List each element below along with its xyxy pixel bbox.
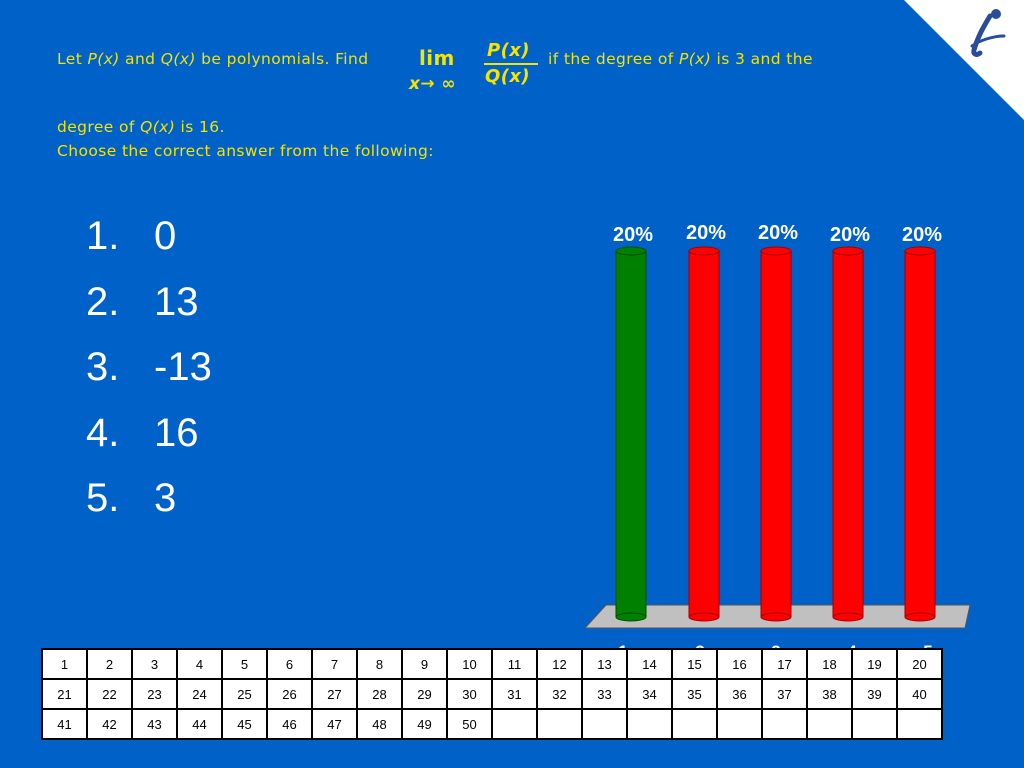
grid-cell: 1	[41, 648, 88, 680]
grid-cell: 29	[401, 678, 448, 710]
bar-value-label: 20%	[613, 224, 653, 246]
grid-cell: 33	[581, 678, 628, 710]
grid-cell: 44	[176, 708, 223, 740]
bar-value-label: 20%	[758, 222, 798, 244]
grid-cell: 11	[491, 648, 538, 680]
limit-expression: lim x→ ∞ P(x) Q(x)	[407, 40, 542, 96]
grid-cell	[536, 708, 583, 740]
grid-cell: 41	[41, 708, 88, 740]
grid-cell: 4	[176, 648, 223, 680]
grid-cell: 13	[581, 648, 628, 680]
bar-value-label: 20%	[686, 222, 726, 244]
answer-option[interactable]: 5. 3	[86, 476, 177, 520]
grid-cell: 37	[761, 678, 808, 710]
grid-cell	[626, 708, 673, 740]
grid-cell	[716, 708, 763, 740]
grid-cell: 12	[536, 648, 583, 680]
response-chart: 20%120%220%320%420%5	[583, 222, 971, 661]
grid-cell: 19	[851, 648, 898, 680]
grid-cell	[491, 708, 538, 740]
limit-subscript: x→ ∞	[409, 74, 456, 94]
grid-cell: 9	[401, 648, 448, 680]
grid-cell: 39	[851, 678, 898, 710]
grid-cell: 45	[221, 708, 268, 740]
grid-cell: 3	[131, 648, 178, 680]
grid-cell: 38	[806, 678, 853, 710]
answer-option[interactable]: 3. -13	[86, 345, 212, 389]
grid-row: 41 42 43 44 45 46 47 48 49 50	[41, 708, 943, 740]
bar-value-label: 20%	[830, 224, 870, 246]
bar-1	[615, 246, 647, 622]
grid-cell: 23	[131, 678, 178, 710]
grid-cell: 24	[176, 678, 223, 710]
grid-row: 21 22 23 24 25 26 27 28 29 30 31 32 33 34 35 36 37 38 39 40	[41, 678, 943, 710]
answer-list: 1. 0 2. 13 3. -13 4. 16 5. 3	[86, 212, 212, 540]
grid-cell: 14	[626, 648, 673, 680]
answer-option[interactable]: 4. 16	[86, 410, 199, 455]
grid-cell	[671, 708, 718, 740]
grid-cell: 31	[491, 678, 538, 710]
grid-cell: 6	[266, 648, 313, 680]
grid-cell: 10	[446, 648, 493, 680]
grid-cell: 42	[86, 708, 133, 740]
response-grid: 1 2 3 4 5 6 7 8 9 10 11 12 13 14 15 16 17 18 19 20 21 22 23 24 2…	[41, 648, 943, 740]
grid-cell: 34	[626, 678, 673, 710]
bar-value-label: 20%	[902, 224, 942, 246]
grid-cell: 15	[671, 648, 718, 680]
answer-option[interactable]: 2. 13	[86, 279, 199, 324]
grid-cell: 50	[446, 708, 493, 740]
grid-cell: 8	[356, 648, 403, 680]
grid-cell: 27	[311, 678, 358, 710]
fraction-numerator: P(x)	[487, 40, 530, 61]
limit-operator: lim	[419, 46, 455, 70]
grid-row: 1 2 3 4 5 6 7 8 9 10 11 12 13 14 15 16 17 18 19 20	[41, 648, 943, 680]
grid-cell: 32	[536, 678, 583, 710]
grid-cell: 18	[806, 648, 853, 680]
grid-cell: 5	[221, 648, 268, 680]
answer-option[interactable]: 1. 0	[86, 214, 177, 258]
grid-cell: 40	[896, 678, 943, 710]
bar-4	[832, 246, 864, 622]
fraction-bar	[484, 63, 538, 65]
question-line-1: Let P(x) and Q(x) be polynomials. Find i…	[57, 50, 813, 68]
bar-2	[688, 246, 720, 622]
grid-cell: 17	[761, 648, 808, 680]
question-line-2: degree of Q(x) is 16.	[57, 118, 225, 136]
grid-cell: 21	[41, 678, 88, 710]
grid-cell: 30	[446, 678, 493, 710]
bar-5	[904, 246, 936, 622]
grid-cell: 48	[356, 708, 403, 740]
grid-cell	[896, 708, 943, 740]
grid-cell	[851, 708, 898, 740]
grid-cell: 22	[86, 678, 133, 710]
grid-cell: 25	[221, 678, 268, 710]
grid-cell: 26	[266, 678, 313, 710]
corner-fold	[904, 0, 1024, 120]
grid-cell: 46	[266, 708, 313, 740]
grid-cell: 49	[401, 708, 448, 740]
fraction-denominator: Q(x)	[485, 66, 530, 87]
grid-cell	[581, 708, 628, 740]
grid-cell: 2	[86, 648, 133, 680]
grid-cell: 16	[716, 648, 763, 680]
grid-cell: 47	[311, 708, 358, 740]
grid-cell	[806, 708, 853, 740]
grid-cell: 20	[896, 648, 943, 680]
grid-cell: 28	[356, 678, 403, 710]
grid-cell: 43	[131, 708, 178, 740]
grid-cell: 36	[716, 678, 763, 710]
bar-3	[760, 246, 792, 622]
question-instruction: Choose the correct answer from the follo…	[57, 142, 434, 160]
grid-cell: 7	[311, 648, 358, 680]
turning-point-logo-icon	[970, 9, 1006, 57]
question-condition: if the degree of P(x) is 3 and the	[548, 50, 813, 68]
grid-cell: 35	[671, 678, 718, 710]
grid-cell	[761, 708, 808, 740]
